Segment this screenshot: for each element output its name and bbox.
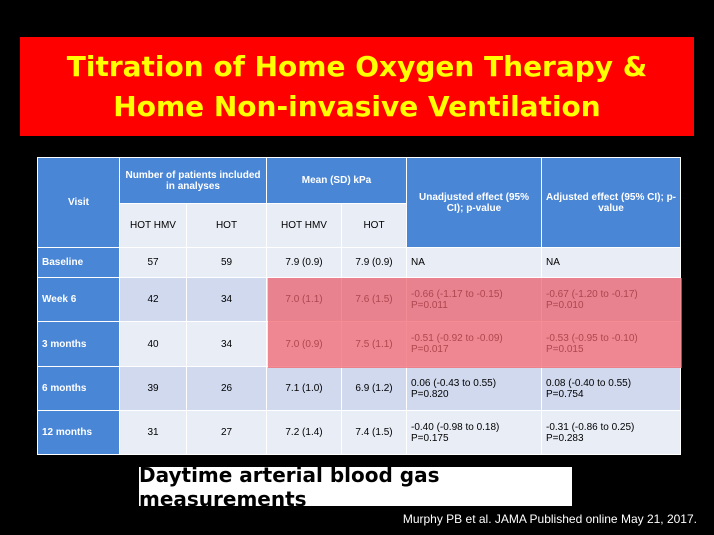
table-row: 12 months 31 27 7.2 (1.4) 7.4 (1.5) -0.4… — [37, 410, 681, 455]
title-line-1: Titration of Home Oxygen Therapy & — [66, 49, 648, 83]
row-visit: 12 months — [37, 410, 120, 455]
row-unadjusted: -0.51 (-0.92 to -0.09) P=0.017 — [406, 321, 542, 367]
row-n-hot-hmv: 42 — [119, 277, 187, 322]
row-n-hot-hmv: 40 — [119, 321, 187, 367]
header-mean: Mean (SD) kPa — [266, 157, 407, 204]
row-adjusted: -0.31 (-0.86 to 0.25) P=0.283 — [541, 410, 681, 455]
row-unadjusted: -0.66 (-1.17 to -0.15) P=0.011 — [406, 277, 542, 322]
adjusted-pvalue: P=0.015 — [546, 344, 584, 355]
unadjusted-pvalue: P=0.017 — [411, 344, 449, 355]
subheader-hot-hmv-mean: HOT HMV — [266, 203, 342, 248]
row-n-hot: 34 — [186, 277, 267, 322]
row-visit: 6 months — [37, 366, 120, 411]
table-row: Week 6 42 34 7.0 (1.1) 7.6 (1.5) -0.66 (… — [37, 277, 681, 322]
table-row: Baseline 57 59 7.9 (0.9) 7.9 (0.9) NA NA — [37, 247, 681, 278]
table-row: 3 months 40 34 7.0 (0.9) 7.5 (1.1) -0.51… — [37, 321, 681, 367]
row-mean-hot: 7.5 (1.1) — [341, 321, 407, 367]
caption-box: Daytime arterial blood gas measurements — [139, 463, 572, 511]
subheader-hot: HOT — [186, 203, 267, 248]
subheader-hot-hmv: HOT HMV — [119, 203, 187, 248]
row-adjusted: 0.08 (-0.40 to 0.55) P=0.754 — [541, 366, 681, 411]
adjusted-pvalue: P=0.010 — [546, 299, 584, 311]
adjusted-estimate: NA — [546, 257, 560, 268]
header-unadjusted: Unadjusted effect (95% CI); p-value — [406, 157, 542, 248]
adjusted-estimate: -0.67 (-1.20 to -0.17) — [546, 288, 638, 300]
row-mean-hot: 7.9 (0.9) — [341, 247, 407, 278]
unadjusted-pvalue: P=0.011 — [411, 299, 448, 311]
unadjusted-estimate: 0.06 (-0.43 to 0.55) — [411, 377, 497, 389]
unadjusted-estimate: -0.51 (-0.92 to -0.09) — [411, 333, 503, 344]
row-n-hot: 26 — [186, 366, 267, 411]
row-mean-hot: 6.9 (1.2) — [341, 366, 407, 411]
subheader-hot-mean: HOT — [341, 203, 407, 248]
row-adjusted: NA — [541, 247, 681, 278]
adjusted-pvalue: P=0.283 — [546, 432, 584, 444]
row-n-hot-hmv: 31 — [119, 410, 187, 455]
results-table: Visit Number of patients included in ana… — [37, 157, 681, 455]
adjusted-estimate: -0.31 (-0.86 to 0.25) — [546, 421, 635, 433]
citation: Murphy PB et al. JAMA Published online M… — [402, 512, 697, 526]
unadjusted-pvalue: P=0.175 — [411, 432, 449, 444]
row-n-hot: 34 — [186, 321, 267, 367]
row-visit: 3 months — [37, 321, 120, 367]
adjusted-estimate: -0.53 (-0.95 to -0.10) — [546, 333, 638, 344]
row-unadjusted: NA — [406, 247, 542, 278]
slide-title: Titration of Home Oxygen Therapy & Home … — [20, 37, 694, 136]
unadjusted-estimate: -0.40 (-0.98 to 0.18) — [411, 421, 500, 433]
adjusted-pvalue: P=0.754 — [546, 388, 584, 400]
header-patients: Number of patients included in analyses — [119, 157, 267, 204]
adjusted-estimate: 0.08 (-0.40 to 0.55) — [546, 377, 632, 389]
row-n-hot: 27 — [186, 410, 267, 455]
row-n-hot-hmv: 39 — [119, 366, 187, 411]
row-mean-hot: 7.6 (1.5) — [341, 277, 407, 322]
row-adjusted: -0.53 (-0.95 to -0.10) P=0.015 — [541, 321, 681, 367]
row-n-hot: 59 — [186, 247, 267, 278]
header-visit: Visit — [37, 157, 120, 248]
row-unadjusted: -0.40 (-0.98 to 0.18) P=0.175 — [406, 410, 542, 455]
row-mean-hot-hmv: 7.2 (1.4) — [266, 410, 342, 455]
header-adjusted: Adjusted effect (95% CI); p-value — [541, 157, 681, 248]
row-mean-hot-hmv: 7.0 (1.1) — [266, 277, 342, 322]
row-mean-hot: 7.4 (1.5) — [341, 410, 407, 455]
title-line-2: Home Non-invasive Ventilation — [113, 89, 601, 123]
row-unadjusted: 0.06 (-0.43 to 0.55) P=0.820 — [406, 366, 542, 411]
row-visit: Baseline — [37, 247, 120, 278]
table-row: 6 months 39 26 7.1 (1.0) 6.9 (1.2) 0.06 … — [37, 366, 681, 411]
row-mean-hot-hmv: 7.1 (1.0) — [266, 366, 342, 411]
row-mean-hot-hmv: 7.9 (0.9) — [266, 247, 342, 278]
row-visit: Week 6 — [37, 277, 120, 322]
unadjusted-pvalue: P=0.820 — [411, 388, 449, 400]
row-n-hot-hmv: 57 — [119, 247, 187, 278]
row-adjusted: -0.67 (-1.20 to -0.17) P=0.010 — [541, 277, 681, 322]
unadjusted-estimate: NA — [411, 257, 425, 268]
row-mean-hot-hmv: 7.0 (0.9) — [266, 321, 342, 367]
unadjusted-estimate: -0.66 (-1.17 to -0.15) — [411, 288, 503, 300]
